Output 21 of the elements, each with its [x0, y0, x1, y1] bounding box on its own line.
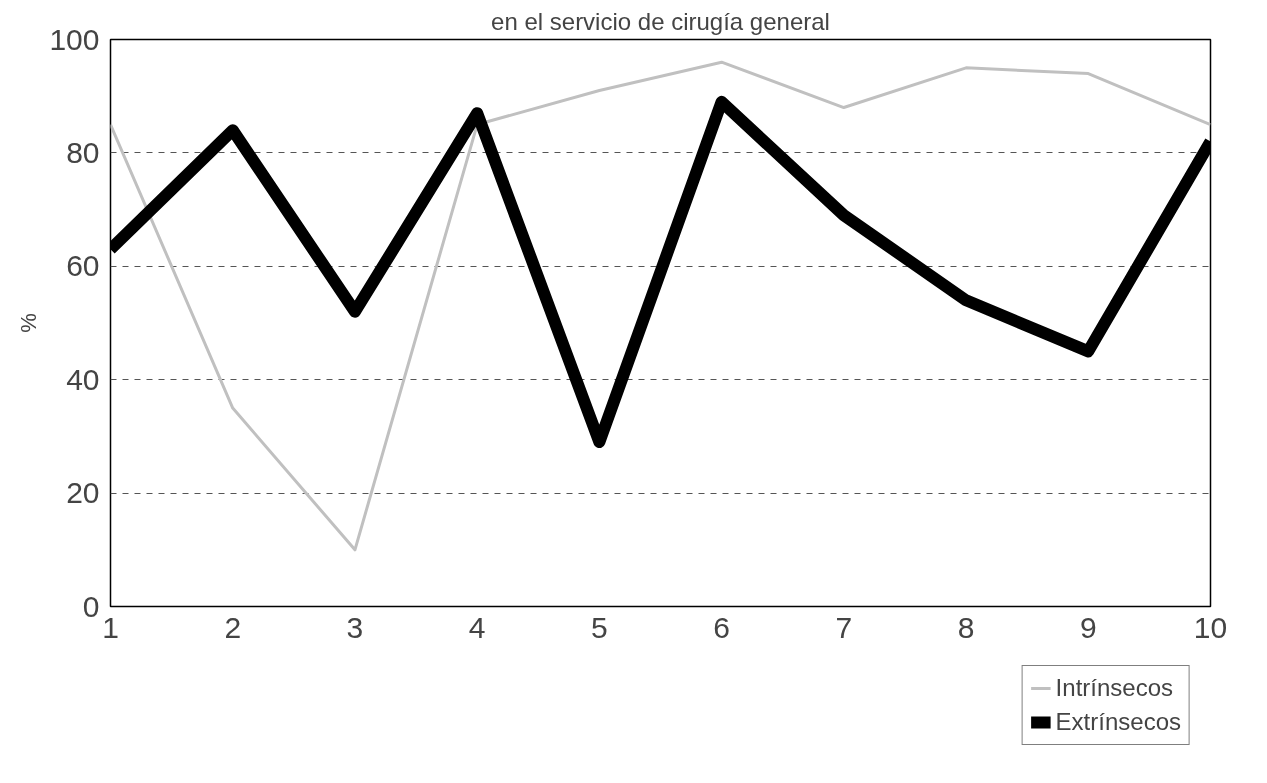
x-tick-label: 8 [957, 610, 975, 644]
y-axis-title: % [16, 313, 42, 333]
x-tick-label: 7 [835, 610, 853, 644]
y-tick-label: 0 [82, 589, 100, 623]
x-tick-label: 1 [102, 610, 119, 644]
x-tick-label: 3 [346, 610, 364, 644]
x-tick-label: 4 [468, 610, 486, 644]
legend-label: Extrínsecos [1055, 708, 1181, 736]
x-tick-label: 5 [591, 610, 608, 644]
y-tick-label: 60 [66, 249, 100, 283]
y-tick-label: 100 [49, 22, 100, 56]
x-tick-label: 9 [1079, 610, 1097, 644]
x-tick-label: 6 [713, 610, 730, 644]
legend-label: Intrínsecos [1055, 674, 1173, 702]
y-tick-label: 20 [66, 476, 100, 510]
x-tick-label: 2 [224, 610, 242, 644]
y-tick-label: 40 [66, 362, 100, 396]
x-tick-label: 10 [1193, 610, 1228, 644]
chart-title: en el servicio de cirugía general [491, 7, 830, 35]
y-tick-label: 80 [66, 135, 100, 169]
line-series [110, 60, 1211, 552]
